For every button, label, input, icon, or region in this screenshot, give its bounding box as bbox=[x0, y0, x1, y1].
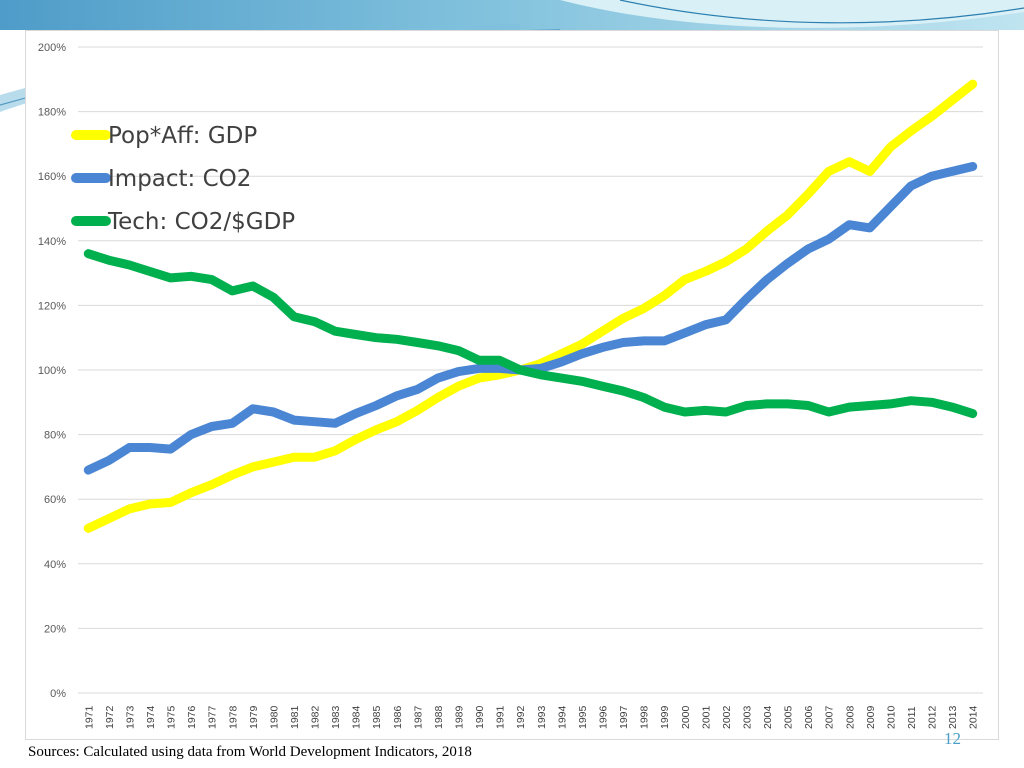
x-tick-label: 1984 bbox=[351, 705, 363, 729]
slide-number: 12 bbox=[944, 729, 961, 748]
legend-label-1: Impact: CO2 bbox=[108, 166, 251, 192]
x-tick-label: 1988 bbox=[433, 705, 445, 729]
x-tick-label: 1986 bbox=[392, 705, 404, 729]
x-tick-label: 2009 bbox=[865, 705, 877, 729]
x-axis-ticks: 1971 1972 1973 1974 1975 1976 1977 1978 1979 1980… bbox=[83, 705, 979, 729]
x-tick-label: 1990 bbox=[474, 705, 486, 729]
x-tick-label: 1997 bbox=[618, 705, 630, 729]
x-tick-label: 1978 bbox=[227, 705, 239, 729]
x-tick-label: 2011 bbox=[906, 706, 918, 729]
x-tick-label: 1979 bbox=[248, 705, 260, 729]
x-tick-label: 1996 bbox=[597, 705, 609, 729]
x-tick-label: 1973 bbox=[124, 705, 136, 729]
x-tick-label: 2014 bbox=[968, 705, 980, 729]
x-tick-label: 2003 bbox=[741, 705, 753, 729]
source-note: Sources: Calculated using data from Worl… bbox=[28, 744, 472, 760]
x-tick-label: 1993 bbox=[536, 705, 548, 729]
x-tick-label: 2010 bbox=[885, 705, 897, 729]
x-tick-label: 2002 bbox=[721, 705, 733, 729]
y-tick-label: 80% bbox=[44, 430, 66, 442]
line-chart: 0% 20% 40% 60% 80% 100% 120% 140% 160% 180% 200% 1… bbox=[38, 42, 983, 729]
x-tick-label: 1974 bbox=[145, 705, 157, 729]
x-tick-label: 1987 bbox=[412, 705, 424, 729]
gridlines bbox=[78, 46, 983, 694]
y-tick-label: 100% bbox=[38, 365, 66, 377]
x-tick-label: 2012 bbox=[927, 705, 939, 729]
x-tick-label: 2006 bbox=[803, 705, 815, 729]
x-tick-label: 2005 bbox=[783, 705, 795, 729]
x-tick-label: 2013 bbox=[947, 705, 959, 729]
y-tick-label: 40% bbox=[44, 559, 66, 571]
x-tick-label: 1975 bbox=[166, 705, 178, 729]
x-tick-label: 1998 bbox=[639, 705, 651, 729]
y-tick-label: 180% bbox=[38, 107, 66, 119]
y-tick-label: 140% bbox=[38, 236, 66, 248]
chart-legend: Pop*Aff: GDP Impact: CO2 Tech: CO2/$GDP bbox=[71, 123, 295, 235]
x-tick-label: 2007 bbox=[824, 705, 836, 729]
chart-area: 0% 20% 40% 60% 80% 100% 120% 140% 160% 180% 200% 1… bbox=[25, 30, 999, 740]
x-tick-label: 1983 bbox=[330, 705, 342, 729]
y-tick-label: 0% bbox=[50, 688, 66, 700]
x-tick-label: 1991 bbox=[495, 705, 507, 729]
legend-label-0: Pop*Aff: GDP bbox=[108, 123, 257, 149]
x-tick-label: 1994 bbox=[556, 705, 568, 729]
x-tick-label: 1985 bbox=[371, 705, 383, 729]
x-tick-label: 1992 bbox=[515, 705, 527, 729]
series-line-0 bbox=[83, 79, 978, 533]
x-tick-label: 1982 bbox=[310, 705, 322, 729]
x-tick-label: 1977 bbox=[207, 705, 219, 729]
x-tick-label: 1981 bbox=[289, 705, 301, 729]
x-tick-label: 1976 bbox=[186, 705, 198, 729]
x-tick-label: 1999 bbox=[659, 705, 671, 729]
x-tick-label: 2001 bbox=[700, 705, 712, 729]
x-tick-label: 2004 bbox=[762, 705, 774, 729]
x-tick-label: 1989 bbox=[454, 705, 466, 729]
x-tick-label: 1995 bbox=[577, 705, 589, 729]
series-lines bbox=[83, 79, 978, 533]
y-axis-ticks: 0% 20% 40% 60% 80% 100% 120% 140% 160% 180% 200% bbox=[38, 42, 66, 700]
y-tick-label: 200% bbox=[38, 42, 66, 54]
x-tick-label: 1971 bbox=[83, 705, 95, 729]
y-tick-label: 60% bbox=[44, 494, 66, 506]
legend-label-2: Tech: CO2/$GDP bbox=[107, 209, 295, 235]
y-tick-label: 160% bbox=[38, 171, 66, 183]
slide-header-banner bbox=[0, 0, 1024, 112]
y-tick-label: 20% bbox=[44, 623, 66, 635]
x-tick-label: 2000 bbox=[680, 705, 692, 729]
x-tick-label: 2008 bbox=[844, 705, 856, 729]
x-tick-label: 1972 bbox=[104, 705, 116, 729]
x-tick-label: 1980 bbox=[268, 705, 280, 729]
y-tick-label: 120% bbox=[38, 300, 66, 312]
series-line-2 bbox=[83, 249, 978, 419]
